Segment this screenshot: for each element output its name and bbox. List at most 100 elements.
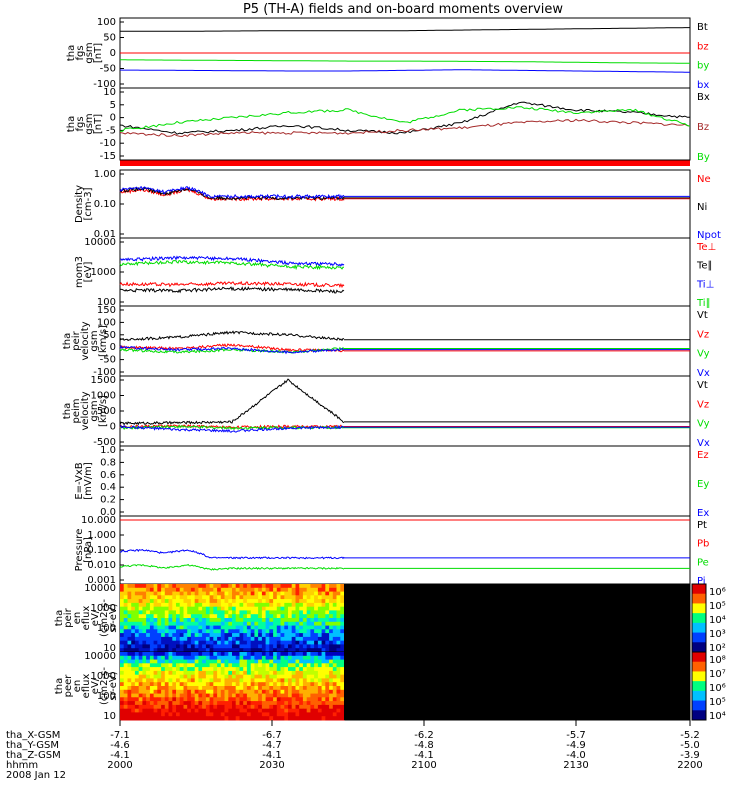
heatmap-cell (168, 708, 173, 713)
colorbar-tick-label: 10⁷ (709, 669, 726, 680)
heatmap-cell (202, 689, 207, 695)
heatmap-cell (205, 682, 211, 687)
y-axis-label-line: [nPa] (83, 537, 94, 563)
heatmap-cell (258, 595, 263, 600)
heatmap-cell (153, 667, 158, 672)
heatmap-cell (258, 610, 263, 615)
heatmap-cell (164, 595, 169, 600)
heatmap-cell (176, 587, 181, 593)
heatmap-cell (284, 663, 289, 668)
heatmap-cell (336, 595, 341, 600)
heatmap-cell (299, 640, 304, 645)
heatmap-cell (164, 640, 169, 645)
heatmap-cell (224, 606, 229, 611)
heatmap-cell (183, 663, 188, 668)
heatmap-cell (153, 704, 158, 710)
heatmap-cell (246, 697, 252, 702)
heatmap-cell (142, 625, 147, 630)
heatmap-cell (179, 674, 184, 679)
heatmap-cell (235, 640, 240, 645)
heatmap-cell (220, 587, 225, 593)
heatmap-cell (161, 606, 166, 611)
heatmap-cell (273, 682, 278, 687)
heatmap-cell (164, 610, 169, 615)
heatmap-cell (265, 697, 270, 702)
heatmap-cell (329, 667, 334, 672)
footer-value: -4.1 (262, 750, 282, 761)
panel-frame (119, 237, 691, 307)
heatmap-cell (302, 618, 308, 623)
heatmap-cell (235, 629, 240, 634)
heatmap-cell (235, 652, 240, 657)
heatmap-cell (217, 621, 222, 627)
heatmap-cell (325, 644, 330, 649)
heatmap-cell (228, 674, 233, 679)
heatmap-cell (280, 595, 285, 600)
heatmap-cell (217, 633, 222, 638)
heatmap-cell (172, 682, 177, 687)
heatmap-cell (213, 610, 218, 615)
heatmap-cell (209, 621, 214, 627)
heatmap-cell (168, 689, 173, 695)
heatmap-cell (295, 689, 300, 695)
heatmap-cell (314, 599, 319, 604)
heatmap-cell (153, 629, 158, 634)
heatmap-cell (176, 614, 181, 619)
heatmap-cell (127, 686, 132, 691)
heatmap-cell (176, 625, 181, 630)
heatmap-cell (306, 584, 311, 589)
heatmap-cell (317, 716, 323, 721)
heatmap-cell (299, 655, 304, 661)
heatmap-cell (239, 674, 244, 679)
heatmap-cell (120, 599, 125, 604)
heatmap-cell (220, 693, 225, 698)
heatmap-cell (340, 606, 345, 611)
heatmap-cell (217, 614, 222, 619)
heatmap-cell (179, 686, 184, 691)
heatmap-cell (190, 697, 196, 702)
heatmap-cell (194, 689, 199, 695)
heatmap-cell (190, 595, 196, 600)
heatmap-cell (239, 701, 244, 706)
heatmap-cell (190, 655, 196, 661)
heatmap-cell (224, 602, 229, 608)
heatmap-cell (168, 633, 173, 638)
heatmap-cell (299, 708, 304, 713)
y-tick-label: 10000 (84, 583, 116, 594)
legend-Vz: Vz (697, 399, 709, 410)
heatmap-cell (217, 693, 222, 698)
heatmap-cell (127, 716, 132, 721)
heatmap-cell (340, 659, 345, 664)
heatmap-cell (340, 686, 345, 691)
heatmap-cell (146, 686, 151, 691)
heatmap-cell (243, 633, 248, 638)
heatmap-cell (254, 663, 259, 668)
heatmap-cell (340, 640, 345, 645)
heatmap-cell (179, 636, 184, 642)
heatmap-cell (261, 678, 267, 683)
heatmap-cell (246, 621, 252, 627)
heatmap-cell (302, 693, 308, 698)
heatmap-cell (213, 663, 218, 668)
heatmap-cell (202, 629, 207, 634)
heatmap-cell (250, 674, 255, 679)
heatmap-cell (273, 674, 278, 679)
heatmap-cell (325, 674, 330, 679)
heatmap-cell (198, 599, 203, 604)
heatmap-cell (258, 659, 263, 664)
heatmap-cell (254, 640, 259, 645)
heatmap-cell (161, 602, 166, 608)
heatmap-cell (164, 708, 169, 713)
heatmap-cell (291, 704, 296, 710)
heatmap-cell (164, 636, 169, 642)
heatmap-cell (258, 587, 263, 593)
heatmap-cell (157, 625, 162, 630)
heatmap-cell (202, 610, 207, 615)
heatmap-cell (205, 693, 211, 698)
heatmap-cell (243, 663, 248, 668)
heatmap-cell (321, 704, 326, 710)
heatmap-cell (332, 595, 337, 600)
heatmap-cell (314, 648, 319, 653)
heatmap-cell (295, 636, 300, 642)
heatmap-cell (269, 595, 274, 600)
